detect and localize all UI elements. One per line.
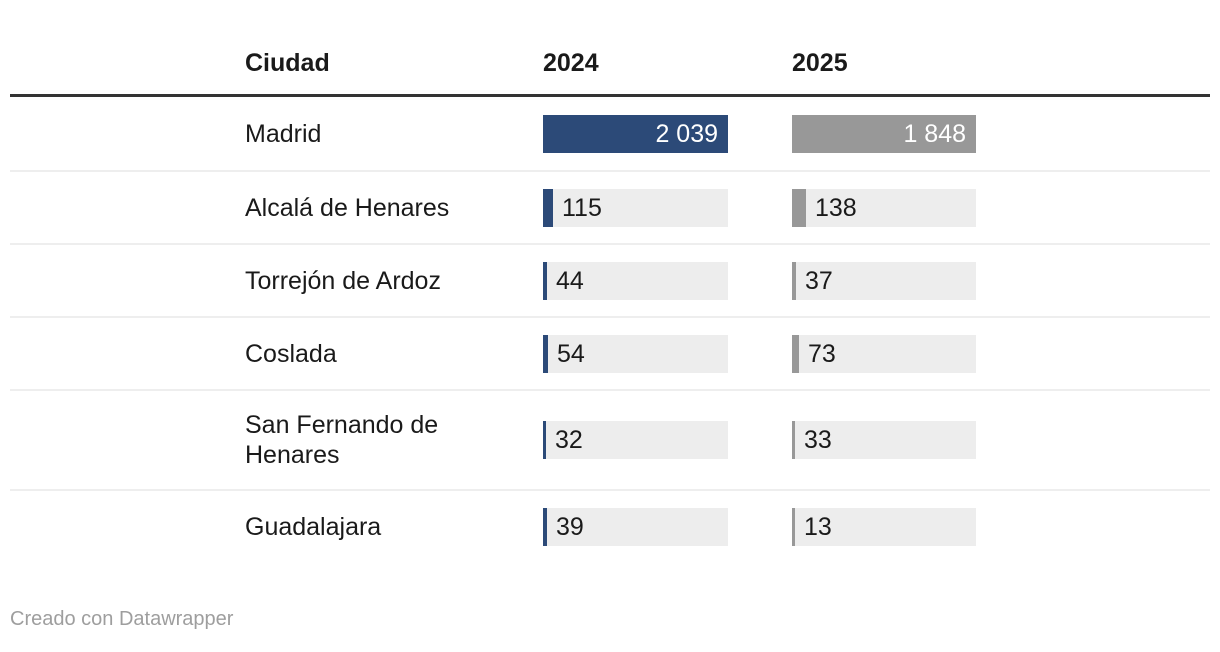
column-header-ciudad: Ciudad <box>245 49 330 78</box>
bar-track-2025: 13 <box>792 507 976 546</box>
bar-value-2025: 13 <box>804 512 832 541</box>
bar-value-2024: 115 <box>562 193 602 222</box>
city-label: Torrejón de Ardoz <box>245 266 441 295</box>
bar-track-2025: 138 <box>792 188 976 227</box>
bar-value-2024: 44 <box>556 266 584 295</box>
city-label: Alcalá de Henares <box>245 193 450 222</box>
bar-2025 <box>792 188 806 227</box>
bar-track-2024: 32 <box>543 421 728 459</box>
table-header-row: Ciudad 2024 2025 <box>10 0 1210 97</box>
bar-2024 <box>543 507 547 546</box>
city-label: Guadalajara <box>245 512 382 541</box>
table-row-guadalajara: Guadalajara 39 13 <box>10 489 1210 562</box>
bar-2025 <box>792 261 796 300</box>
city-label: Coslada <box>245 339 337 368</box>
bar-value-2025: 138 <box>815 193 857 222</box>
bar-track-2024: 115 <box>543 188 728 227</box>
bar-value-2025: 33 <box>804 426 832 454</box>
bar-2025 <box>792 114 976 153</box>
bar-track-2025: 37 <box>792 261 976 300</box>
city-label: Madrid <box>245 119 322 148</box>
bar-value-2025: 37 <box>805 266 833 295</box>
bar-track-2025: 73 <box>792 334 976 373</box>
bar-2024 <box>543 188 553 227</box>
column-header-2024: 2024 <box>543 49 599 78</box>
bar-track-2024: 44 <box>543 261 728 300</box>
bar-value-2024: 39 <box>556 512 584 541</box>
table-row-san-fernando: San Fernando de Henares 32 33 <box>10 389 1210 489</box>
column-header-2025: 2025 <box>792 49 848 78</box>
bar-track-2025: 33 <box>792 421 976 459</box>
table-row-madrid: Madrid 2 039 1 848 <box>10 97 1210 170</box>
bar-value-2024: 32 <box>555 426 583 454</box>
chart-body: Ciudad 2024 2025 Madrid 2 039 1 848 Alca… <box>10 0 1210 562</box>
bar-value-2024: 54 <box>557 339 585 368</box>
bar-track-2024: 2 039 <box>543 114 728 153</box>
chart-footer: Creado con Datawrapper <box>0 608 1220 631</box>
bar-2025 <box>792 334 799 373</box>
table-row-alcala: Alcalá de Henares 115 138 <box>10 170 1210 243</box>
bar-track-2024: 39 <box>543 507 728 546</box>
city-label: San Fernando de Henares <box>245 411 439 469</box>
bar-2024 <box>543 114 728 153</box>
bar-2025 <box>792 421 795 459</box>
bar-value-2025: 73 <box>808 339 836 368</box>
table-row-torrejon: Torrejón de Ardoz 44 37 <box>10 243 1210 316</box>
bar-track-2024: 54 <box>543 334 728 373</box>
table-row-coslada: Coslada 54 73 <box>10 316 1210 389</box>
datawrapper-credit-link[interactable]: Creado con Datawrapper <box>10 608 234 630</box>
bar-2024 <box>543 421 546 459</box>
bar-2024 <box>543 334 548 373</box>
bar-track-2025: 1 848 <box>792 114 976 153</box>
bar-2024 <box>543 261 547 300</box>
bar-value-2025: 1 848 <box>903 119 966 148</box>
bar-2025 <box>792 507 795 546</box>
bar-value-2024: 2 039 <box>655 119 718 148</box>
